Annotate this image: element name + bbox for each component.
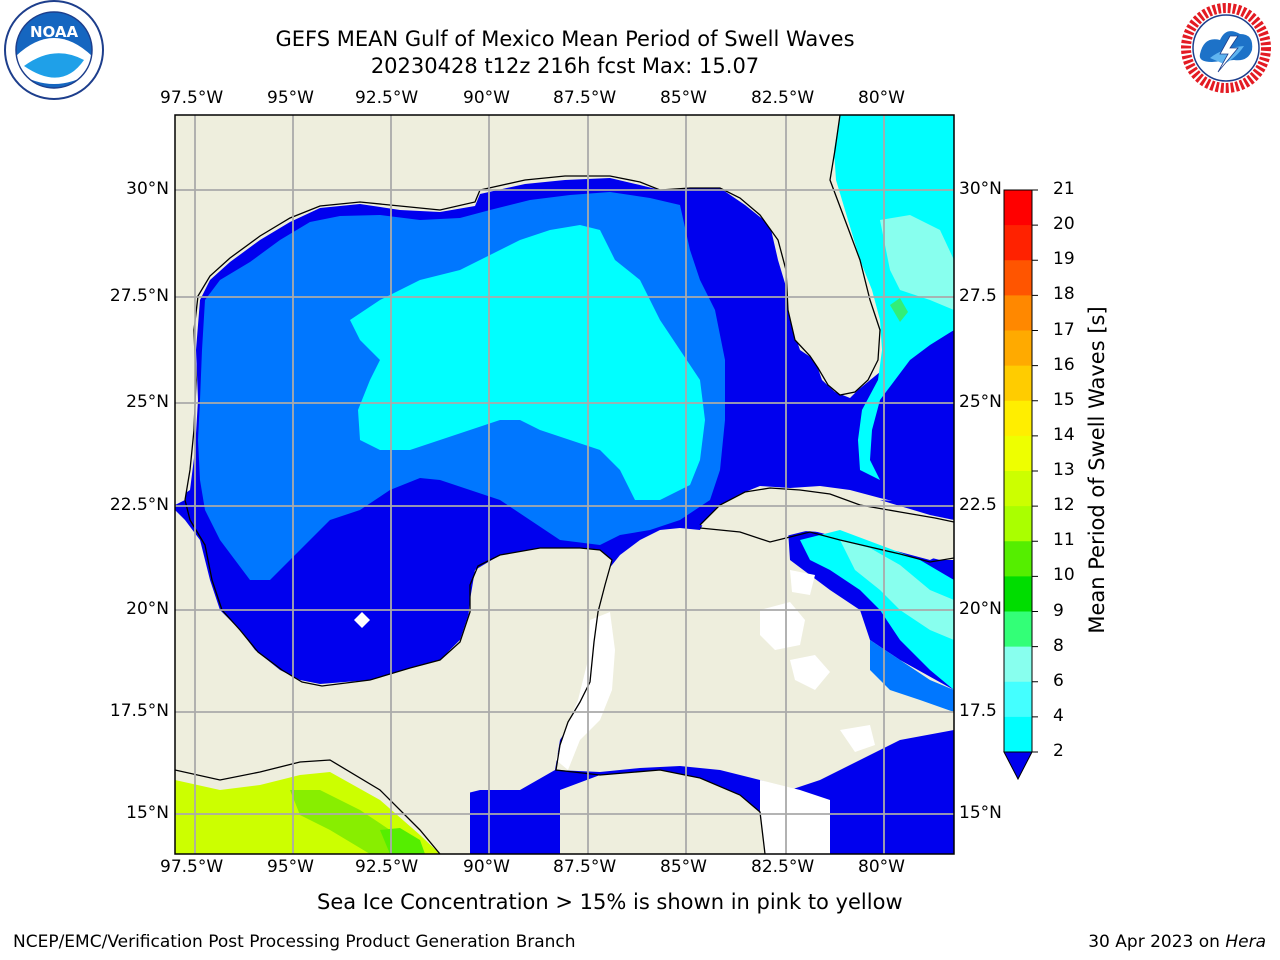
- caribbean-period-8-9s: [840, 540, 954, 640]
- lon-tick-top: 87.5°W: [553, 88, 617, 108]
- colorbar-segment: [1004, 716, 1032, 753]
- lat-tick-right: 30°N: [959, 179, 1002, 199]
- colorbar-extend-arrow: [1003, 751, 1033, 781]
- lon-tick-top: 92.5°W: [355, 88, 419, 108]
- lat-tick-left: 17.5°N: [109, 701, 169, 721]
- colorbar-label: 20: [1053, 214, 1075, 235]
- noaa-logo-text: NOAA: [30, 23, 79, 41]
- pacific-period-11-12s: [290, 790, 405, 854]
- credit-right: 30 Apr 2023 on Hera: [1088, 932, 1266, 952]
- colorbar-label: 14: [1053, 424, 1075, 445]
- lon-tick-top: 85°W: [660, 88, 707, 108]
- lat-tick-right: 17.5: [959, 701, 997, 721]
- colorbar-segment: [1004, 435, 1032, 472]
- chart-subtitle: 20230428 t12z 216h fcst Max: 15.07: [370, 54, 760, 78]
- gulf-period-4-6s-inner: [540, 196, 590, 225]
- colorbar-segment: [1004, 225, 1032, 261]
- colorbar-segment: [1004, 506, 1032, 542]
- lon-tick-top: 82.5°W: [751, 88, 815, 108]
- atlantic-period-8-9s: [880, 215, 954, 310]
- lat-tick-left: 25°N: [126, 392, 169, 412]
- sea-ice-note: Sea Ice Concentration > 15% is shown in …: [317, 890, 903, 914]
- lon-tick-top: 90°W: [463, 88, 510, 108]
- lon-tick-bottom: 90°W: [463, 857, 510, 877]
- colorbar-label: 16: [1053, 354, 1075, 375]
- lat-tick-left: 27.5°N: [109, 286, 169, 306]
- colorbar-title: Mean Period of Swell Waves [s]: [1085, 306, 1109, 634]
- colorbar-label: 6: [1053, 670, 1064, 691]
- no-data-region: [354, 612, 370, 628]
- colorbar-segment: [1004, 295, 1032, 331]
- coastlines: [175, 115, 954, 854]
- lat-tick-right: 25°N: [959, 392, 1002, 412]
- colorbar-label: 21: [1053, 179, 1075, 199]
- lon-tick-top: 80°W: [858, 88, 905, 108]
- colorbar-label: 17: [1053, 319, 1075, 340]
- gulf-period-6-8s: [350, 225, 705, 500]
- colorbar-label: 4: [1053, 705, 1064, 726]
- caribbean-period-6-8s: [800, 530, 954, 690]
- colorbar-segment: [1004, 646, 1032, 683]
- colorbar-label: 13: [1053, 460, 1075, 480]
- nws-logo: [1176, 0, 1276, 98]
- lon-tick-bottom: 82.5°W: [751, 857, 815, 877]
- colorbar-label: 8: [1053, 635, 1064, 656]
- colorbar-label: 19: [1053, 249, 1075, 270]
- map-frame: [174, 114, 955, 855]
- lat-tick-right: 15°N: [959, 803, 1002, 823]
- lat-tick-right: 27.5: [959, 286, 997, 306]
- map-area: [175, 115, 954, 854]
- colorbar-segment: [1004, 541, 1032, 577]
- colorbar-segment: [1004, 576, 1032, 612]
- lon-tick-top: 97.5°W: [160, 88, 224, 108]
- colorbar-label: 10: [1053, 565, 1075, 586]
- colorbar-segment: [1004, 260, 1032, 296]
- us-coast-land: [175, 115, 880, 505]
- atlantic-period-9-10s: [890, 298, 908, 322]
- colorbar-label: 11: [1053, 530, 1075, 551]
- graticule: [175, 115, 954, 854]
- colorbar: [1003, 189, 1038, 781]
- mexico-land: [175, 115, 470, 854]
- no-data-region: [790, 570, 815, 595]
- credit-left: NCEP/EMC/Verification Post Processing Pr…: [13, 932, 576, 952]
- colorbar-segment: [1004, 190, 1032, 226]
- colorbar-label: 18: [1053, 284, 1075, 305]
- colorbar-label: 9: [1053, 600, 1064, 621]
- lat-tick-right: 20°N: [959, 599, 1002, 619]
- lat-tick-left: 20°N: [126, 599, 169, 619]
- credit-date: 30 Apr 2023 on: [1088, 932, 1226, 952]
- no-data-region: [840, 725, 875, 752]
- lat-tick-left: 22.5°N: [109, 495, 169, 515]
- atlantic-period-2-4s: [920, 360, 954, 505]
- colorbar-segment: [1004, 681, 1032, 718]
- caribbean-period-4-6s: [870, 640, 954, 712]
- honduras-land: [560, 770, 765, 854]
- colorbar-segment: [1004, 365, 1032, 402]
- colorbar-label: 12: [1053, 495, 1075, 516]
- colorbar-label: 2: [1053, 741, 1064, 761]
- lon-tick-bottom: 80°W: [858, 857, 905, 877]
- chart-title: GEFS MEAN Gulf of Mexico Mean Period of …: [275, 27, 855, 51]
- noaa-logo: NOAA: [4, 0, 104, 100]
- no-data-region: [760, 602, 805, 650]
- lat-tick-left: 15°N: [126, 803, 169, 823]
- lon-tick-bottom: 85°W: [660, 857, 707, 877]
- lon-tick-bottom: 92.5°W: [355, 857, 419, 877]
- lat-tick-right: 22.5: [959, 495, 997, 515]
- no-data-region: [790, 655, 830, 690]
- lat-tick-left: 30°N: [126, 179, 169, 199]
- colorbar-segment: [1004, 400, 1032, 437]
- colorbar-segment: [1004, 330, 1032, 367]
- lon-tick-bottom: 87.5°W: [553, 857, 617, 877]
- lon-tick-bottom: 95°W: [267, 857, 314, 877]
- colorbar-label: 15: [1053, 389, 1075, 410]
- colorbar-segment: [1004, 471, 1032, 507]
- colorbar-segment: [1004, 611, 1032, 648]
- lon-tick-bottom: 97.5°W: [160, 857, 224, 877]
- lon-tick-top: 95°W: [267, 88, 314, 108]
- no-data-region: [760, 780, 830, 854]
- credit-host: Hera: [1225, 932, 1266, 952]
